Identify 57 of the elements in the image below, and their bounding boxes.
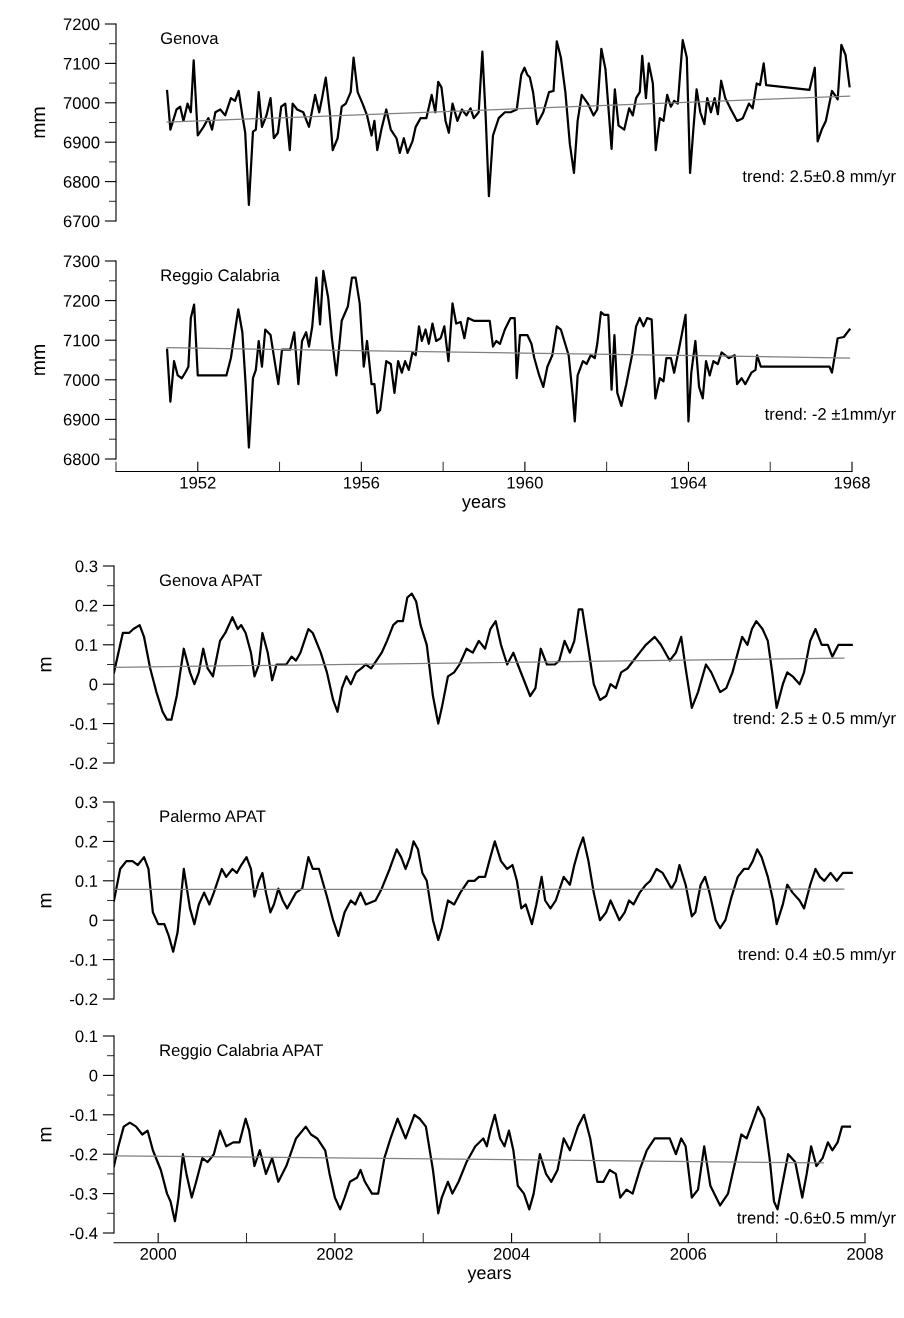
chart-title: Genova xyxy=(161,32,219,45)
y-tick-label: -0.3 xyxy=(70,1188,98,1200)
chart-title: Palermo APAT xyxy=(160,809,266,823)
y-tick-label: 0.3 xyxy=(75,560,98,573)
y-axis-title: m xyxy=(40,893,52,908)
y-tick-label: 0.1 xyxy=(75,875,98,887)
y-tick-label: 7000 xyxy=(63,97,100,109)
y-axis-title: mm xyxy=(34,345,46,375)
y-tick-label: 7300 xyxy=(63,255,100,268)
x-tick-label: 2000 xyxy=(140,1248,177,1260)
x-tick-label: 2002 xyxy=(317,1248,353,1260)
x-tick-label: 1956 xyxy=(344,476,380,489)
y-axis-title: m xyxy=(40,657,52,672)
annotation: trend: 2.5±0.8 mm/yr xyxy=(742,169,896,186)
y-tick-label: 6900 xyxy=(63,413,100,426)
y-tick-label: 7100 xyxy=(63,57,100,70)
x-tick-label: 2008 xyxy=(847,1248,883,1260)
y-tick-label: 7100 xyxy=(63,334,100,347)
x-tick-label: 1968 xyxy=(834,476,870,489)
y-tick-label: 0.1 xyxy=(75,639,98,651)
y-tick-label: 0 xyxy=(89,678,98,691)
y-tick-label: -0.2 xyxy=(70,1148,98,1161)
chart-title: Reggio Calabria APAT xyxy=(160,1043,323,1060)
annotation: trend: 2.5 ± 0.5 mm/yr xyxy=(733,711,896,728)
y-tick-label: -0.1 xyxy=(70,1109,98,1121)
x-tick-label: 2004 xyxy=(493,1248,530,1260)
y-tick-label: -0.2 xyxy=(70,757,98,770)
x-axis-title: years xyxy=(461,498,506,512)
y-tick-label: 0.2 xyxy=(75,835,98,848)
y-tick-label: 7200 xyxy=(63,18,100,31)
y-axis-title: m xyxy=(40,1127,52,1142)
y-tick-label: 6800 xyxy=(63,453,100,466)
x-tick-label: 1952 xyxy=(180,476,216,489)
chart-title: Genova APAT xyxy=(159,574,262,587)
y-tick-label: 7000 xyxy=(63,374,100,386)
y-tick-label: 7200 xyxy=(63,295,100,307)
y-tick-label: 0.3 xyxy=(75,796,98,809)
x-tick-label: 1960 xyxy=(507,476,543,489)
y-tick-label: 0.1 xyxy=(75,1030,98,1043)
x-axis-title: years xyxy=(467,1269,511,1283)
y-tick-label: -0.2 xyxy=(70,993,98,1006)
y-tick-label: 0.2 xyxy=(75,599,98,612)
x-tick-label: 1964 xyxy=(671,476,707,489)
y-axis-title: mm xyxy=(34,107,46,138)
y-tick-label: 6700 xyxy=(63,215,100,228)
y-tick-label: 0 xyxy=(89,914,98,927)
annotation: trend: 0.4 ±0.5 mm/yr xyxy=(737,947,896,964)
y-tick-label: -0.1 xyxy=(70,718,98,730)
y-tick-label: 6800 xyxy=(63,176,100,188)
y-tick-label: -0.1 xyxy=(70,954,98,966)
annotation: trend: -2 ±1mm/yr xyxy=(764,407,896,424)
y-tick-label: 0 xyxy=(89,1069,98,1082)
y-tick-label: 6900 xyxy=(63,136,100,149)
x-tick-label: 2006 xyxy=(670,1248,707,1260)
chart-title: Reggio Calabria xyxy=(161,268,280,285)
annotation: trend: -0.6±0.5 mm/yr xyxy=(737,1211,896,1227)
y-tick-label: -0.4 xyxy=(70,1227,98,1240)
